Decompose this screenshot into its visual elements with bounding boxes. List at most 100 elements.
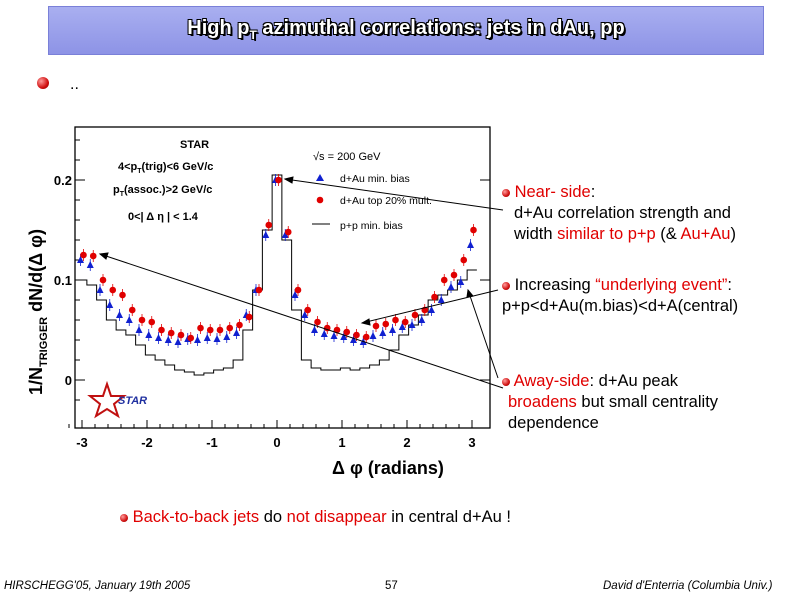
x-axis-label: Δ φ (radians) xyxy=(332,458,444,478)
star-logo-icon: STAR xyxy=(87,380,147,419)
dau-minbias-point xyxy=(106,301,114,308)
x-tick-label: -1 xyxy=(206,435,218,450)
dau-minbias-point xyxy=(223,333,231,340)
dau-central-point xyxy=(401,318,409,326)
dau-minbias-point xyxy=(389,326,396,333)
legend-dau-central: d+Au top 20% mult. xyxy=(340,195,432,207)
cut-label-star: STAR xyxy=(180,139,209,151)
dau-minbias-point xyxy=(301,311,309,318)
energy-label: √s = 200 GeV xyxy=(313,151,381,163)
plot-frame xyxy=(74,126,491,429)
dau-minbias-point xyxy=(203,334,211,341)
dau-central-point xyxy=(392,316,399,324)
dau-central-point xyxy=(109,286,117,294)
cut-label-eta: 0<| Δ η | < 1.4 xyxy=(128,211,199,223)
annotation-away-side: Away-side: d+Au peak broadens but small … xyxy=(502,371,718,434)
dau-central-point xyxy=(431,293,438,301)
y-tick-label: 0 xyxy=(65,373,72,388)
dau-central-point xyxy=(304,306,312,314)
dau-minbias-point xyxy=(194,336,201,343)
dau-central-point xyxy=(226,324,234,332)
x-tick-label: 3 xyxy=(468,435,475,450)
footer-left: HIRSCHEGG'05, January 19th 2005 xyxy=(4,580,191,592)
dau-minbias-point xyxy=(398,323,406,330)
annotation-near-side: Near- side: d+Au correlation strength an… xyxy=(502,182,736,245)
dau-minbias-point xyxy=(174,338,182,345)
bullet-icon xyxy=(37,77,49,89)
dau-central-point xyxy=(470,226,477,234)
pp-histogram-line xyxy=(77,174,477,376)
dau-central-point xyxy=(382,320,390,328)
dau-central-point xyxy=(158,326,165,334)
dau-central-point xyxy=(333,326,341,334)
dau-minbias-point xyxy=(96,286,104,293)
dau-minbias-point xyxy=(340,333,348,340)
x-tick-label: -2 xyxy=(141,435,153,450)
dau-central-point xyxy=(440,276,448,284)
dau-minbias-point xyxy=(428,306,435,313)
dau-central-point xyxy=(177,331,185,339)
dau-central-point xyxy=(119,291,126,299)
bullet-icon xyxy=(502,188,510,197)
bullet-icon xyxy=(502,281,510,290)
legend-circle-icon xyxy=(316,196,324,204)
dau-minbias-point xyxy=(418,316,426,323)
title-bar: High pT azimuthal correlations: jets in … xyxy=(48,6,764,55)
dau-central-point xyxy=(206,326,214,334)
axis-ticks: -3 -2 -1 0 1 2 3 0 0.1 0.2 xyxy=(54,139,490,450)
cut-label-assoc: pT(assoc.)>2 GeV/c xyxy=(113,184,212,198)
dau-minbias-point xyxy=(408,321,416,328)
dau-central-point xyxy=(372,322,380,330)
dau-central-point xyxy=(265,221,273,229)
dau-minbias-point xyxy=(320,330,328,337)
dau-central-point xyxy=(138,316,146,324)
svg-text:STAR: STAR xyxy=(118,395,147,407)
dau-minbias-point xyxy=(213,335,221,342)
legend-dau-minbias: d+Au min. bias xyxy=(340,173,410,185)
dau-central-point xyxy=(343,328,351,336)
dau-minbias-point xyxy=(369,332,377,339)
dau-minbias-point xyxy=(135,326,143,333)
dau-minbias-point xyxy=(379,329,387,336)
annotation-underlying-event: Increasing “underlying event”: p+p<d+Au(… xyxy=(502,276,739,315)
y-tick-label: 0.2 xyxy=(54,173,72,188)
dau-minbias-point xyxy=(155,334,162,341)
dau-central-point xyxy=(353,331,360,339)
dau-minbias-point xyxy=(164,336,172,343)
dau-central-point xyxy=(128,306,136,314)
dau-minbias-point xyxy=(86,261,94,268)
dau-central-point xyxy=(284,228,292,236)
bullet-icon xyxy=(120,513,128,522)
dau-central-point xyxy=(197,324,204,332)
dau-minbias-point xyxy=(262,231,270,238)
x-tick-label: 1 xyxy=(338,435,345,450)
bullet-icon xyxy=(502,377,510,386)
x-tick-label: -3 xyxy=(76,435,88,450)
dau-central-point xyxy=(216,326,224,334)
dau-minbias-point xyxy=(145,331,153,338)
dau-minbias-point xyxy=(330,332,338,339)
dau-central-point xyxy=(80,251,87,259)
dau-minbias-point xyxy=(467,241,474,248)
dau-minbias-point xyxy=(447,283,455,290)
bullet-text: .. xyxy=(70,76,79,93)
y-axis-label: 1/NTRIGGER dN/d(Δ φ) xyxy=(26,229,50,395)
x-tick-label: 0 xyxy=(273,435,280,450)
dau-central-point xyxy=(411,311,419,319)
x-tick-label: 2 xyxy=(403,435,410,450)
footer-right: David d'Enterria (Columbia Univ.) xyxy=(603,580,773,592)
dau-minbias-point xyxy=(311,326,318,333)
dau-minbias-point xyxy=(437,296,445,303)
y-tick-label: 0.1 xyxy=(54,273,72,288)
dau-minbias-point xyxy=(457,278,465,285)
dau-central-point xyxy=(450,271,458,279)
dau-minbias-point xyxy=(281,231,289,238)
annotation-arrows xyxy=(98,176,504,389)
data-series xyxy=(77,174,477,376)
dau-central-point xyxy=(460,256,468,264)
dau-central-point xyxy=(236,321,243,329)
dau-central-point xyxy=(275,176,282,184)
cut-label-trig: 4<pT(trig)<6 GeV/c xyxy=(118,161,213,175)
legend-triangle-icon xyxy=(316,174,324,181)
legend: d+Au min. bias d+Au top 20% mult. p+p mi… xyxy=(312,173,432,232)
